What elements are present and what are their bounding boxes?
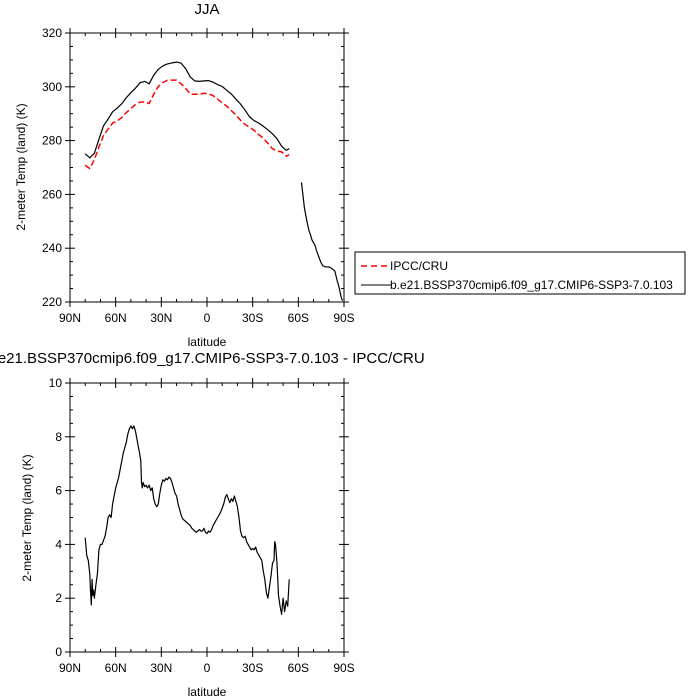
top-axis-ticks: 90N 60N 30N 0 30S 60S 90S 220 240 260 280 300 320 <box>42 26 355 325</box>
bottom-panel: b.e21.BSSP370cmip6.f09_g17.CMIP6-SSP3-7.… <box>0 350 425 699</box>
bottom-x-axis-label: latitude <box>188 685 227 699</box>
top-chart-title: JJA <box>194 1 219 18</box>
y-tick-label: 8 <box>55 430 62 444</box>
y-tick-label: 260 <box>42 187 62 201</box>
bottom-y-axis-label: 2-meter Temp (land) (K) <box>20 454 34 581</box>
x-tick-label: 90S <box>333 311 354 325</box>
x-tick-label: 30S <box>242 311 263 325</box>
series-1-line-segment-1 <box>300 182 344 301</box>
x-tick-label: 60S <box>288 311 309 325</box>
x-tick-label: 60S <box>288 661 309 675</box>
y-tick-label: 10 <box>49 376 63 390</box>
top-series-lines <box>84 61 344 301</box>
x-tick-label: 30N <box>150 661 172 675</box>
legend: IPCC/CRU b.e21.BSSP370cmip6.f09_g17.CMIP… <box>354 251 686 295</box>
legend-label-model: b.e21.BSSP370cmip6.f09_g17.CMIP6-SSP3-7.… <box>390 278 673 292</box>
y-tick-label: 280 <box>42 134 62 148</box>
x-tick-label: 30S <box>242 661 263 675</box>
top-x-axis-label: latitude <box>188 335 227 349</box>
x-tick-label: 90N <box>59 661 81 675</box>
series-0-line-segment-0 <box>84 425 290 615</box>
legend-label-ipcc-cru: IPCC/CRU <box>390 259 448 273</box>
bottom-series-lines <box>84 425 290 615</box>
y-tick-label: 0 <box>55 645 62 659</box>
bottom-chart-title: b.e21.BSSP370cmip6.f09_g17.CMIP6-SSP3-7.… <box>0 350 425 367</box>
y-tick-label: 220 <box>42 295 62 309</box>
top-panel: JJA 90N 60N 30N 0 30S 60S 90S 220 240 260 280 300 32… <box>14 1 355 349</box>
top-plot-frame <box>69 32 345 303</box>
legend-box <box>354 251 686 295</box>
x-tick-label: 0 <box>204 311 211 325</box>
x-tick-label: 60N <box>105 661 127 675</box>
x-tick-label: 0 <box>204 661 211 675</box>
y-tick-label: 320 <box>42 26 62 40</box>
bottom-axis-ticks: 90N 60N 30N 0 30S 60S 90S 0 2 4 6 8 10 <box>49 376 355 675</box>
y-tick-label: 6 <box>55 484 62 498</box>
x-tick-label: 60N <box>105 311 127 325</box>
y-tick-label: 300 <box>42 80 62 94</box>
series-1-line-segment-0 <box>84 61 290 159</box>
y-tick-label: 4 <box>55 537 62 551</box>
y-tick-label: 2 <box>55 591 62 605</box>
x-tick-label: 90S <box>333 661 354 675</box>
y-tick-label: 240 <box>42 241 62 255</box>
top-y-axis-label: 2-meter Temp (land) (K) <box>14 103 28 230</box>
x-tick-label: 90N <box>59 311 81 325</box>
series-0-line-segment-0 <box>84 79 290 170</box>
x-tick-label: 30N <box>150 311 172 325</box>
